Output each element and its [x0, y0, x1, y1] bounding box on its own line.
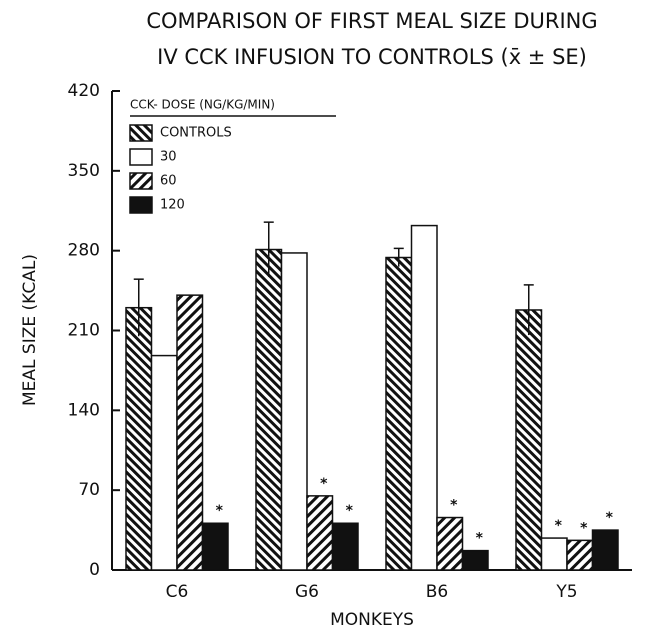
legend-swatch	[129, 196, 153, 214]
legend-label: 60	[160, 174, 177, 189]
chart-title: COMPARISON OF FIRST MEAL SIZE DURING	[146, 9, 597, 33]
bar	[201, 522, 229, 571]
x-tick-label: G6	[295, 582, 319, 602]
significance-mark: *	[580, 520, 588, 536]
y-tick-label: 350	[68, 161, 100, 181]
y-tick-label: 140	[68, 400, 100, 420]
bar	[150, 354, 178, 571]
significance-mark: *	[346, 503, 354, 519]
y-tick-label: 70	[78, 480, 100, 500]
y-tick-label: 420	[68, 81, 100, 101]
bar	[280, 252, 308, 571]
bar	[540, 537, 568, 571]
legend-swatch	[129, 148, 153, 166]
y-axis-label: MEAL SIZE (KCAL)	[20, 254, 40, 406]
chart-title: IV CCK INFUSION TO CONTROLS (x̄ ± SE)	[157, 45, 587, 69]
significance-mark: *	[320, 476, 328, 492]
bar	[591, 529, 619, 571]
legend-swatch	[129, 124, 153, 142]
legend-title: CCK- DOSE (NG/KG/MIN)	[130, 98, 275, 112]
bar	[255, 248, 283, 571]
y-tick-label: 210	[68, 321, 100, 341]
significance-mark: *	[555, 518, 563, 534]
bar	[331, 522, 359, 571]
significance-mark: *	[606, 510, 614, 526]
bar	[566, 539, 594, 571]
x-axis-label: MONKEYS	[330, 610, 414, 630]
bar	[306, 495, 334, 571]
x-tick-label: Y5	[555, 582, 577, 602]
bar	[125, 306, 153, 571]
bar	[385, 256, 413, 571]
legend-swatch	[129, 172, 153, 190]
significance-mark: *	[476, 531, 484, 547]
bar	[461, 549, 489, 571]
significance-mark: *	[216, 503, 224, 519]
bar	[176, 294, 204, 571]
legend-label: 120	[160, 198, 185, 213]
y-tick-label: 280	[68, 241, 100, 261]
significance-mark: *	[450, 498, 458, 514]
legend-label: CONTROLS	[160, 126, 232, 141]
legend-label: 30	[160, 150, 177, 165]
y-tick-label: 0	[89, 560, 100, 580]
bar	[515, 309, 543, 571]
bar	[410, 224, 438, 571]
x-tick-label: B6	[426, 582, 448, 602]
bar	[436, 516, 464, 571]
x-tick-label: C6	[166, 582, 189, 602]
